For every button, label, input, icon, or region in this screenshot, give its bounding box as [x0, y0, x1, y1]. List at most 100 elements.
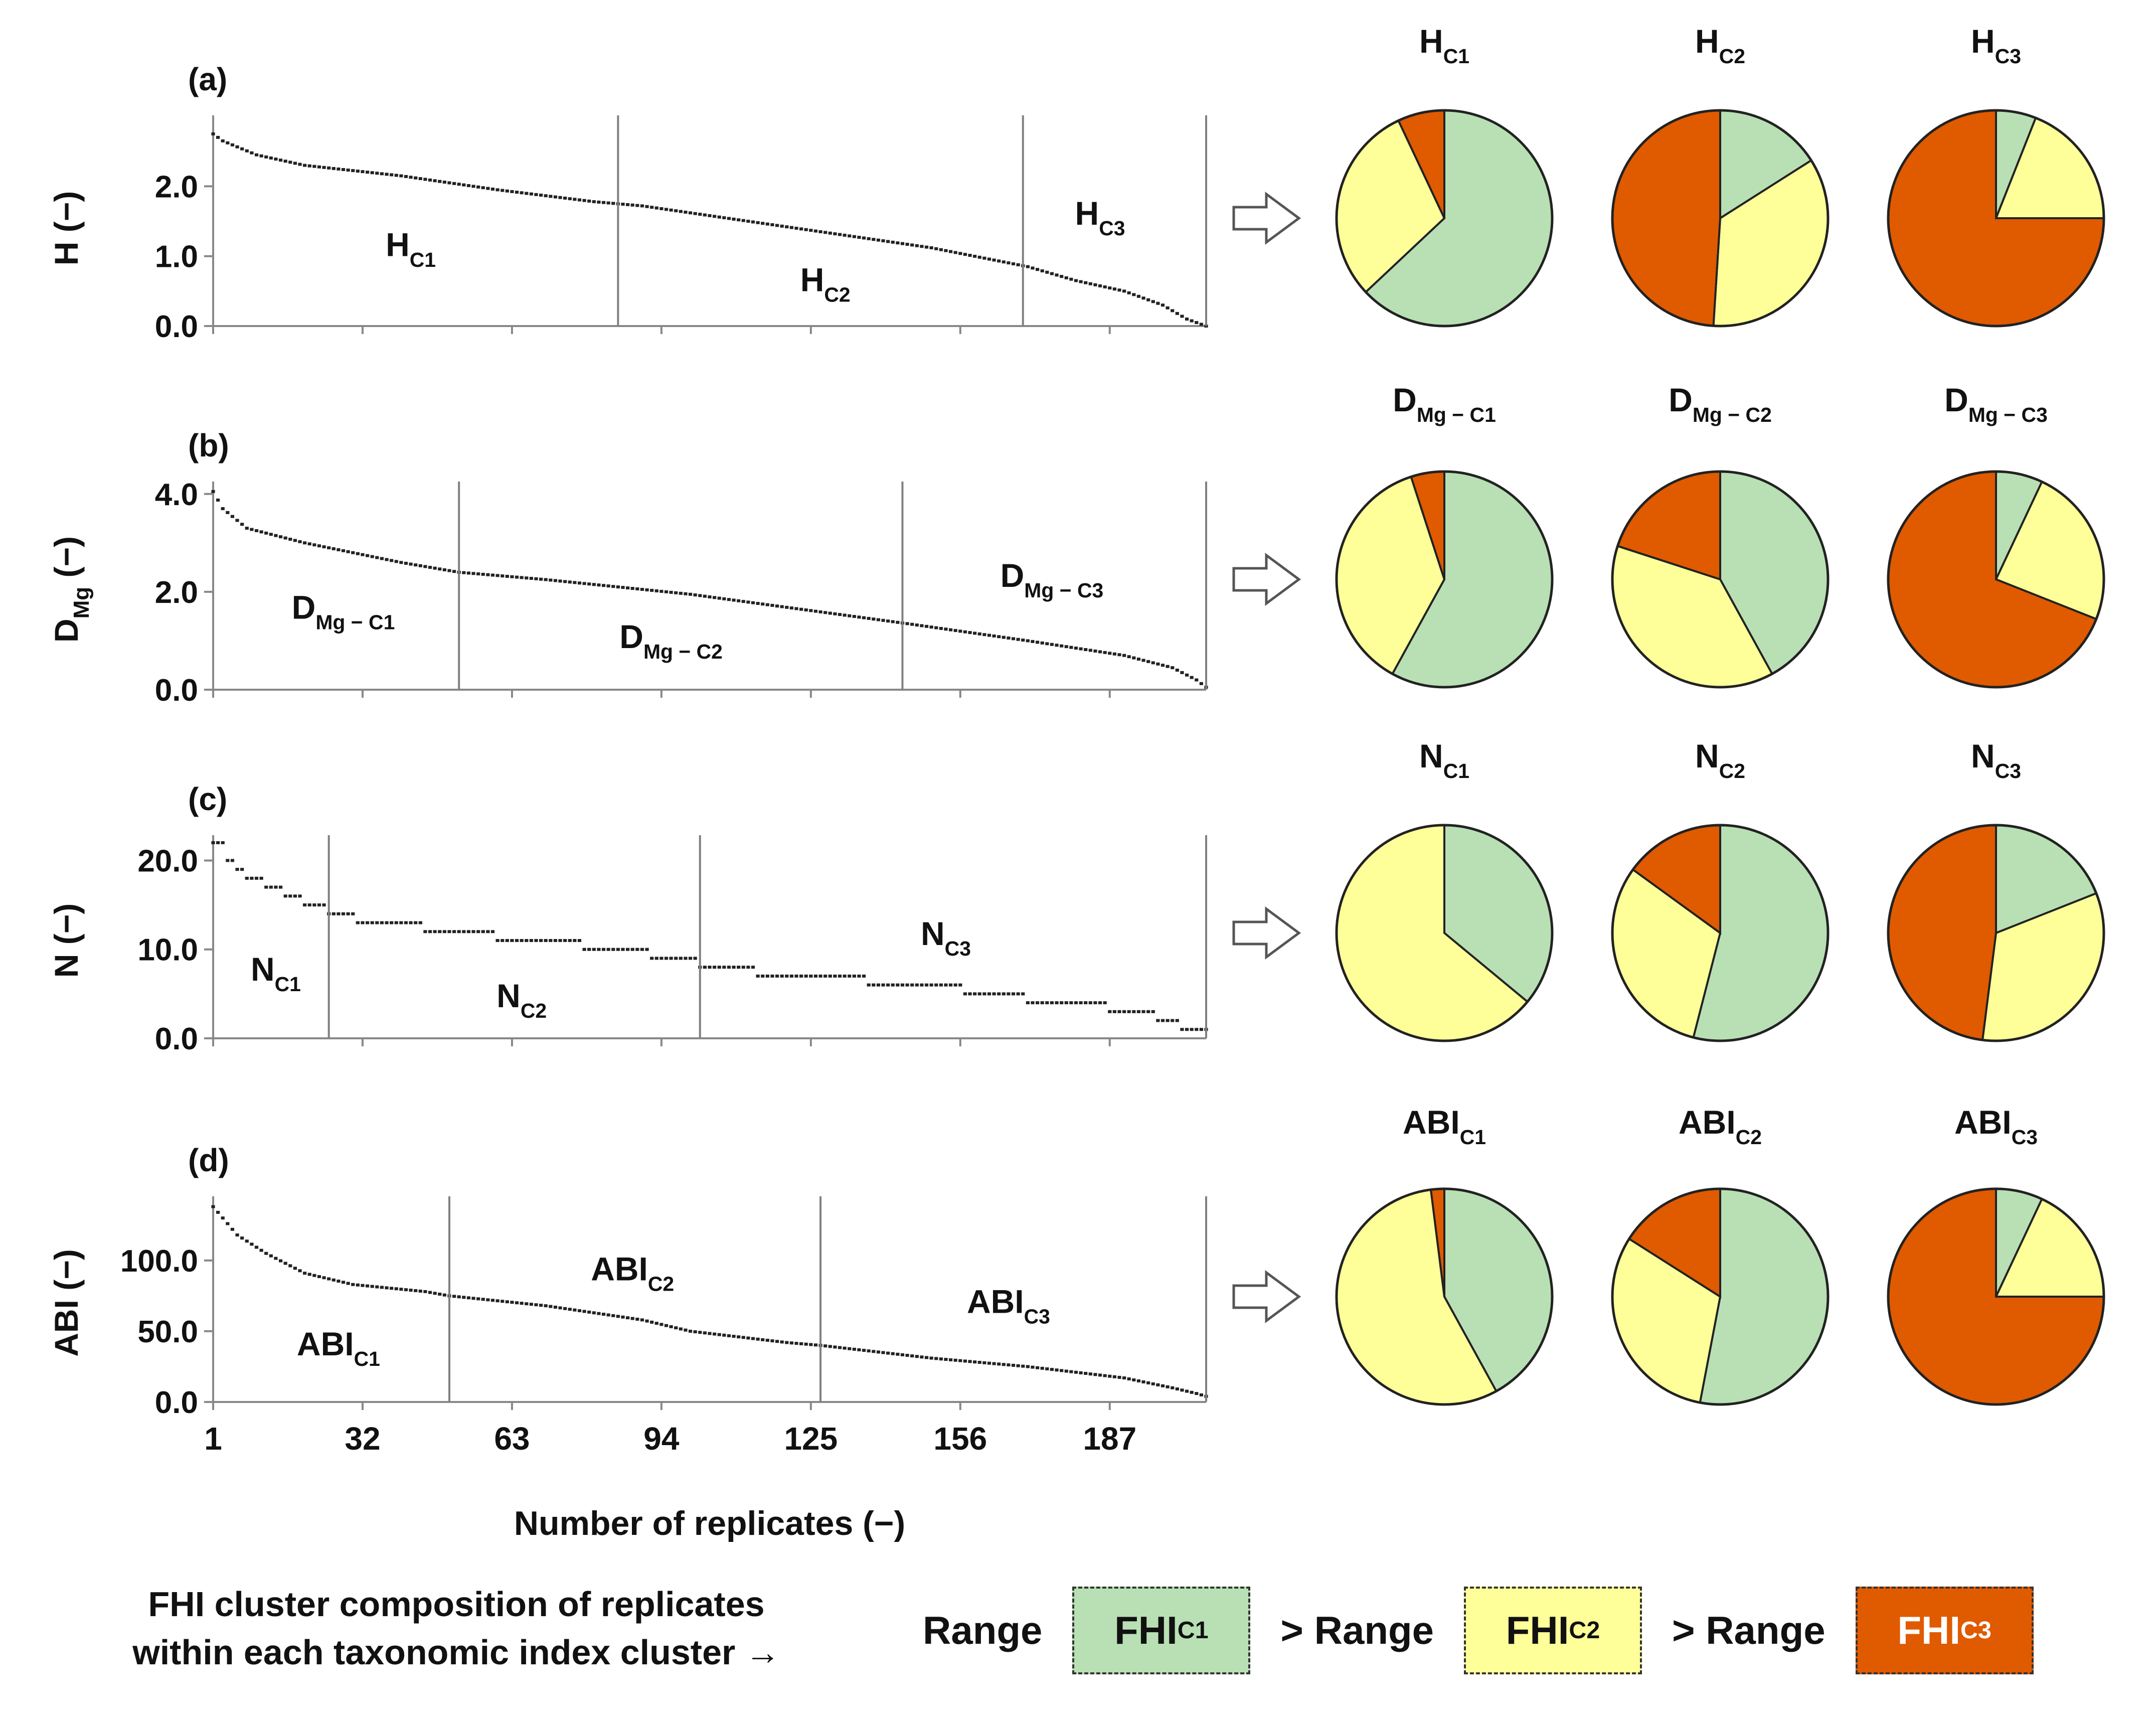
cluster-label: HC3: [1075, 195, 1125, 240]
legend-box-fhi-c3: FHI C3: [1855, 1586, 2034, 1674]
pie-outline: [1335, 109, 1554, 328]
y-tick-label: 4.0: [155, 478, 198, 512]
pie-title: NC3: [1971, 737, 2021, 783]
x-tick-label: 32: [345, 1421, 380, 1457]
cluster-label: NC1: [251, 951, 301, 996]
pie-outline: [1887, 109, 2105, 328]
y-axis-label: H (−): [48, 191, 85, 266]
legend-box-fhi-c1-sub: C1: [1177, 1617, 1209, 1644]
pie-title: ABIC1: [1403, 1104, 1486, 1149]
y-tick-label: 10.0: [137, 933, 198, 968]
cluster-label: DMg − C2: [619, 618, 723, 663]
panel-2: 0.0 2.0 4.0 (b) DMg (−): [48, 427, 2105, 708]
pie-chart: [1611, 824, 1830, 1042]
legend-intro-line-1: FHI cluster composition of replicates: [148, 1585, 765, 1624]
cluster-label: HC1: [386, 226, 436, 271]
data-series: [211, 490, 1208, 689]
y-tick-label: 50.0: [137, 1315, 198, 1349]
legend-intro: FHI cluster composition of replicates wi…: [30, 1580, 883, 1676]
pie-chart: [1887, 824, 2105, 1042]
legend-box-fhi-c2: FHI C2: [1464, 1586, 1642, 1674]
y-tick-label: 2.0: [155, 575, 198, 610]
pie-title: DMg − C3: [1944, 381, 2048, 426]
cluster-label: ABIC1: [297, 1325, 380, 1370]
legend-box-fhi-c2-main: FHI: [1506, 1608, 1569, 1652]
legend-range-label: Range: [923, 1608, 1043, 1652]
arrow-icon: [1232, 192, 1301, 245]
x-tick-label: 187: [1083, 1421, 1136, 1457]
pie-title: DMg − C1: [1393, 381, 1496, 426]
arrow-icon: [1232, 906, 1301, 960]
legend-intro-line-2: within each taxonomic index cluster →: [132, 1633, 780, 1672]
x-axis-label: Number of replicates (−): [514, 1504, 905, 1542]
pie-title: NC1: [1419, 737, 1469, 783]
pie-chart: [1611, 1187, 1830, 1406]
y-axis-label: DMg (−): [48, 536, 94, 643]
legend-box-fhi-c1: FHI C1: [1072, 1586, 1251, 1674]
pie-chart: [1335, 109, 1554, 328]
pie-chart: [1335, 1187, 1554, 1406]
panel-label: (b): [188, 427, 229, 463]
pie-outline: [1611, 824, 1830, 1042]
pie-chart: [1611, 109, 1830, 328]
legend-box-fhi-c1-main: FHI: [1114, 1608, 1178, 1652]
y-axis-label: ABI (−): [48, 1249, 85, 1357]
pie-outline: [1887, 1187, 2105, 1406]
pie-outline: [1611, 470, 1830, 689]
pie-chart: [1887, 470, 2105, 689]
panel-label: (d): [188, 1142, 229, 1178]
pie-chart: [1887, 109, 2105, 328]
arrow-icon: [1232, 1270, 1301, 1323]
pie-outline: [1611, 109, 1830, 328]
pie-outline: [1887, 824, 2105, 1042]
data-series: [211, 132, 1208, 328]
x-tick-label: 1: [204, 1421, 222, 1457]
cluster-label: NC2: [496, 977, 547, 1022]
pie-chart: [1611, 470, 1830, 689]
panel-3: 0.0 10.0 20.0 (c) N (−): [48, 781, 2105, 1056]
pie-title: HC3: [1971, 23, 2021, 68]
x-tick-label: 156: [933, 1421, 987, 1457]
cluster-label: ABIC3: [967, 1283, 1050, 1328]
pie-title: HC2: [1695, 23, 1745, 68]
x-tick-label: 125: [784, 1421, 838, 1457]
legend-row: Range FHI C1 > Range FHI C2 > Range FHI C3: [923, 1580, 2034, 1680]
legend-box-fhi-c3-main: FHI: [1897, 1608, 1961, 1652]
y-tick-label: 0.0: [155, 309, 198, 344]
pie-outline: [1335, 470, 1554, 689]
y-tick-label: 0.0: [155, 1022, 198, 1056]
panel-label: (a): [188, 61, 227, 97]
pie-outline: [1335, 824, 1554, 1042]
pie-title: ABIC2: [1679, 1104, 1762, 1149]
x-tick-label: 63: [494, 1421, 530, 1457]
y-tick-label: 1.0: [155, 240, 198, 274]
pie-title: ABIC3: [1954, 1104, 2038, 1149]
legend-box-fhi-c2-sub: C2: [1569, 1617, 1600, 1644]
panel-4: 0.0 50.0 100.0 (d) ABI (−): [48, 1142, 2105, 1420]
panel-label: (c): [188, 781, 227, 817]
data-series: [211, 1205, 1208, 1398]
y-tick-label: 0.0: [155, 1385, 198, 1420]
cluster-label: DMg − C1: [292, 589, 395, 634]
panel-1: 0.0 1.0 2.0 (a) H (−): [48, 61, 2105, 344]
pie-outline: [1887, 470, 2105, 689]
arrow-icon: [1232, 553, 1301, 606]
y-tick-label: 20.0: [137, 844, 198, 878]
y-axis-label: N (−): [48, 903, 85, 978]
pie-slice-fhi-c3: [1887, 824, 1997, 1041]
data-series: [211, 841, 1208, 1031]
pie-outline: [1335, 1187, 1554, 1406]
y-tick-label: 0.0: [155, 673, 198, 708]
pie-outline: [1611, 1187, 1830, 1406]
pie-slice-fhi-c3: [1611, 109, 1721, 327]
cluster-label: ABIC2: [591, 1250, 674, 1295]
cluster-label: NC3: [921, 915, 971, 960]
legend-gt-range-label-2: > Range: [1672, 1608, 1826, 1652]
y-tick-label: 100.0: [120, 1244, 198, 1279]
pie-chart: [1335, 470, 1554, 689]
x-tick-label: 94: [643, 1421, 680, 1457]
pie-title: HC1: [1419, 23, 1469, 68]
legend-box-fhi-c3-sub: C3: [1960, 1617, 1992, 1644]
cluster-label: HC2: [800, 261, 851, 306]
pie-chart: [1335, 824, 1554, 1042]
